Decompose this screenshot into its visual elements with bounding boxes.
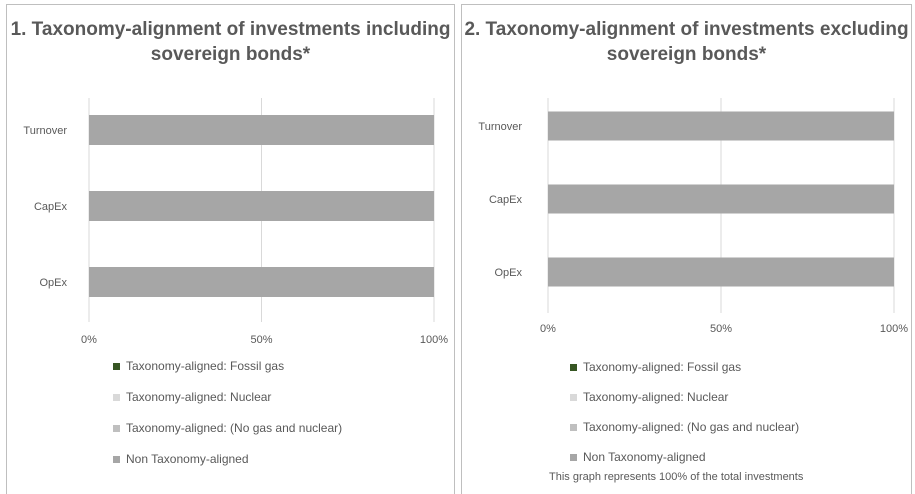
chart-footnote: This graph represents 100% of the total … [549,471,804,483]
legend-swatch [113,456,120,463]
category-label: OpEx [494,267,522,279]
legend-label: Taxonomy-aligned: Nuclear [583,390,729,404]
x-tick-label: 50% [250,334,272,346]
bar [89,115,434,145]
category-label: Turnover [23,125,67,137]
x-tick-label: 50% [710,323,732,335]
bar [89,267,434,297]
legend-swatch [113,363,120,370]
legend-label: Taxonomy-aligned: (No gas and nuclear) [583,420,800,434]
legend-swatch [570,424,577,431]
legend-swatch [570,394,577,401]
chart-plot-2: 0% 50% 100% Turnover CapEx OpEx [478,98,908,335]
legend-label: Taxonomy-aligned: (No gas and nuclear) [126,421,343,435]
x-tick-label: 0% [540,323,556,335]
legend-label: Non Taxonomy-aligned [126,452,249,466]
legend-label: Taxonomy-aligned: Nuclear [126,390,272,404]
x-tick-label: 100% [420,334,448,346]
legend-label: Non Taxonomy-aligned [583,450,706,464]
bar [89,191,434,221]
chart-panel-2: 2. Taxonomy-alignment of investments exc… [461,4,912,494]
bar [548,111,894,141]
x-tick-label: 100% [880,323,908,335]
chart-plot-1: 0% 50% 100% Turnover CapEx OpEx [23,98,448,346]
chart-panel-1: 1. Taxonomy-alignment of investments inc… [6,4,455,494]
legend-label: Taxonomy-aligned: Fossil gas [583,360,742,374]
bar [548,184,894,214]
category-label: CapEx [34,201,68,213]
legend-swatch [113,425,120,432]
legend-swatch [113,394,120,401]
category-label: CapEx [489,194,523,206]
legend-label: Taxonomy-aligned: Fossil gas [126,359,285,373]
chart-title: 2. Taxonomy-alignment of investments exc… [464,19,909,65]
x-tick-label: 0% [81,334,97,346]
category-label: OpEx [39,277,67,289]
bar [548,257,894,287]
legend-swatch [570,454,577,461]
category-label: Turnover [478,121,522,133]
chart-title: 1. Taxonomy-alignment of investments inc… [10,19,451,65]
legend-swatch [570,364,577,371]
